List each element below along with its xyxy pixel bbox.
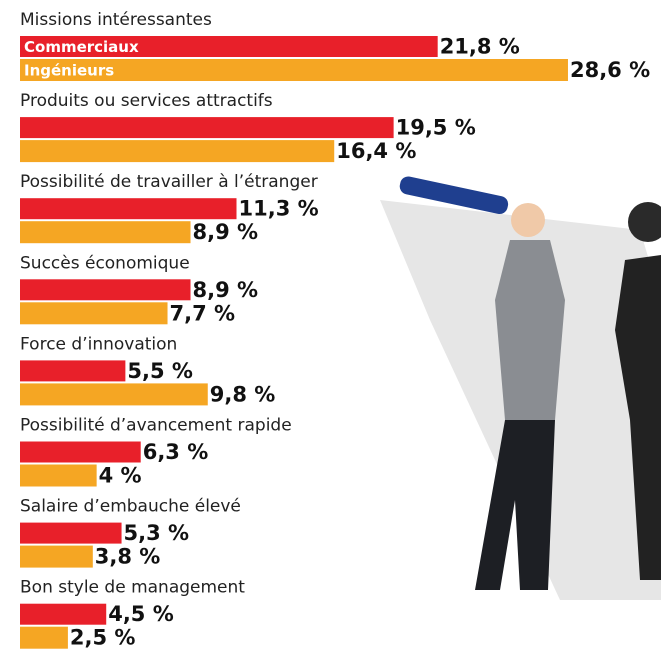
value-label: 8,9 % (193, 278, 259, 302)
category-label: Succès économique (20, 253, 190, 273)
bar (20, 603, 107, 625)
bar (20, 279, 191, 301)
value-label: 4 % (99, 464, 142, 488)
value-label: 11,3 % (239, 197, 319, 221)
value-label: 9,8 % (210, 382, 276, 406)
category-label: Possibilité de travailler à l’étranger (20, 172, 318, 192)
value-label: 8,9 % (193, 220, 259, 244)
bar (20, 383, 208, 406)
head-2 (628, 202, 661, 242)
bar (20, 522, 122, 544)
person-2 (615, 255, 661, 580)
value-label: 4,5 % (108, 602, 174, 626)
value-label: 6,3 % (143, 440, 209, 464)
category-label: Salaire d’embauche élevé (20, 497, 241, 517)
bar (20, 626, 68, 649)
value-label: 3,8 % (95, 545, 161, 569)
legend-label: Ingénieurs (24, 62, 114, 80)
value-label: 5,5 % (127, 359, 193, 383)
bar (20, 140, 335, 163)
bar (20, 117, 394, 139)
bar (20, 198, 237, 220)
category-label: Bon style de management (20, 578, 245, 598)
category-label: Force d’innovation (20, 334, 177, 354)
category-label: Possibilité d’avancement rapide (20, 416, 292, 436)
category-label: Produits ou services attractifs (20, 91, 273, 111)
value-label: 5,3 % (124, 521, 190, 545)
value-label: 16,4 % (336, 139, 416, 163)
bar (20, 441, 141, 463)
bar (20, 360, 126, 382)
cardigan (495, 240, 565, 420)
bar (20, 545, 93, 568)
head (511, 203, 545, 237)
photo (380, 176, 661, 600)
bar (20, 302, 168, 325)
value-label: 7,7 % (170, 301, 236, 325)
legend-label: Commerciaux (24, 38, 139, 56)
value-label: 21,8 % (440, 35, 520, 59)
legs (475, 420, 555, 590)
value-label: 2,5 % (70, 626, 136, 650)
value-label: 28,6 % (570, 58, 650, 82)
bar (20, 36, 438, 57)
bar (20, 464, 97, 487)
telescope (399, 176, 509, 214)
category-label: Missions intéressantes (20, 10, 212, 30)
value-label: 19,5 % (396, 116, 476, 140)
bar (20, 59, 568, 81)
bar (20, 221, 191, 244)
